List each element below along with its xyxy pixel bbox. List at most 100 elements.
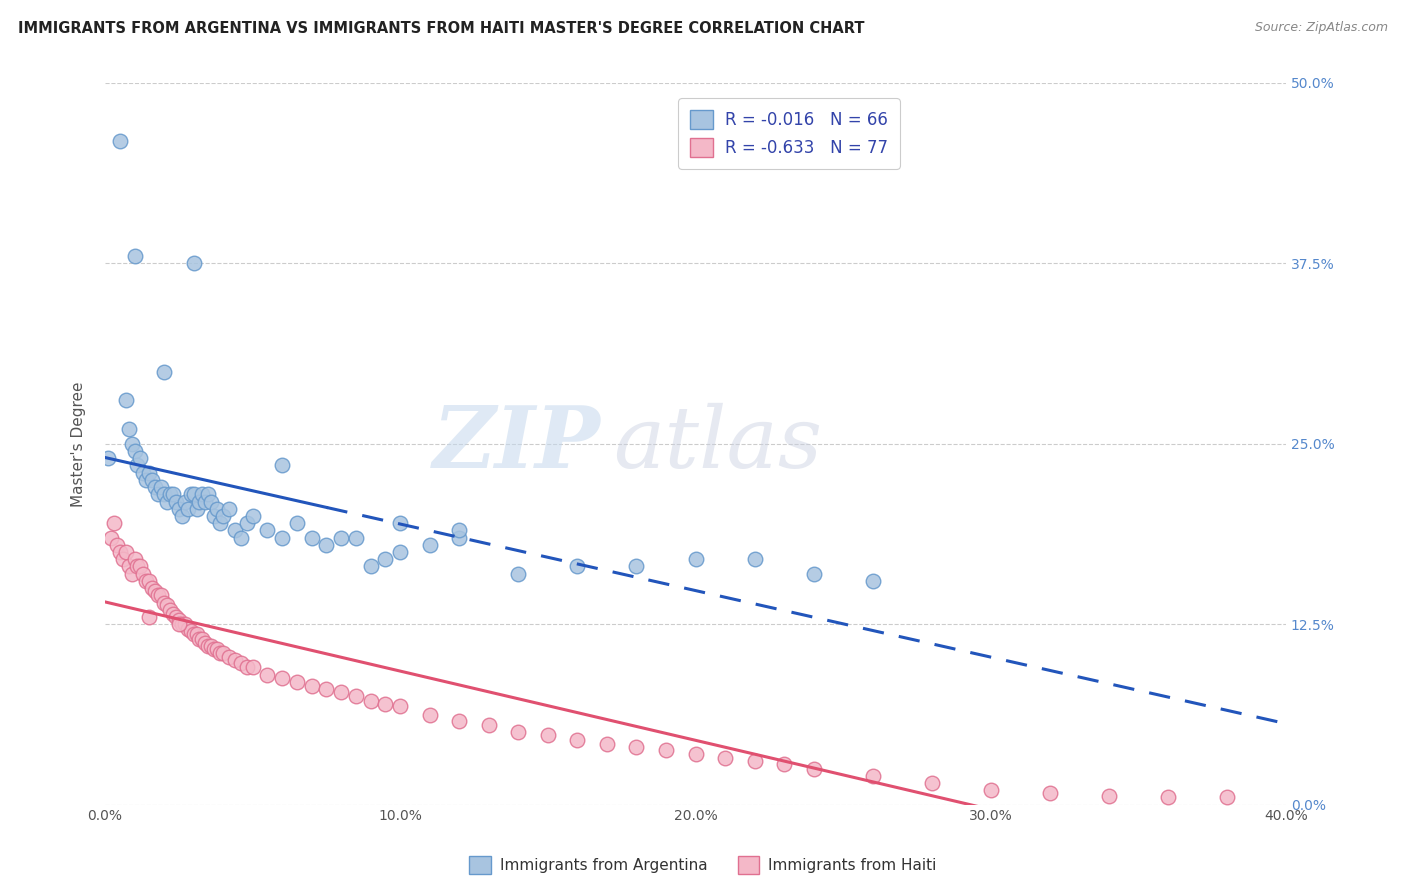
- Point: [271, 671, 294, 685]
- Point: [478, 718, 501, 732]
- Point: [162, 487, 184, 501]
- Point: [117, 559, 139, 574]
- Point: [803, 762, 825, 776]
- Text: Source: ZipAtlas.com: Source: ZipAtlas.com: [1254, 21, 1388, 34]
- Point: [159, 603, 181, 617]
- Point: [389, 699, 412, 714]
- Point: [176, 622, 198, 636]
- Point: [165, 494, 187, 508]
- Point: [1098, 789, 1121, 803]
- Point: [374, 697, 396, 711]
- Point: [242, 508, 264, 523]
- Point: [301, 679, 323, 693]
- Point: [301, 531, 323, 545]
- Point: [212, 508, 235, 523]
- Point: [921, 776, 943, 790]
- Point: [626, 559, 648, 574]
- Point: [138, 466, 160, 480]
- Point: [103, 516, 125, 531]
- Point: [132, 466, 155, 480]
- Point: [389, 545, 412, 559]
- Point: [194, 494, 217, 508]
- Point: [626, 739, 648, 754]
- Point: [773, 757, 796, 772]
- Point: [1157, 790, 1180, 805]
- Point: [285, 516, 308, 531]
- Point: [714, 751, 737, 765]
- Point: [360, 559, 382, 574]
- Point: [165, 610, 187, 624]
- Point: [121, 437, 143, 451]
- Point: [173, 494, 195, 508]
- Point: [200, 639, 222, 653]
- Point: [135, 473, 157, 487]
- Point: [235, 516, 257, 531]
- Point: [449, 531, 471, 545]
- Point: [209, 646, 232, 660]
- Point: [194, 636, 217, 650]
- Point: [170, 508, 193, 523]
- Point: [803, 566, 825, 581]
- Point: [419, 538, 441, 552]
- Point: [374, 552, 396, 566]
- Legend: R = -0.016   N = 66, R = -0.633   N = 77: R = -0.016 N = 66, R = -0.633 N = 77: [679, 98, 900, 169]
- Point: [108, 134, 131, 148]
- Point: [180, 624, 202, 639]
- Point: [537, 728, 560, 742]
- Point: [176, 501, 198, 516]
- Point: [153, 487, 176, 501]
- Legend: Immigrants from Argentina, Immigrants from Haiti: Immigrants from Argentina, Immigrants fr…: [463, 850, 943, 880]
- Point: [449, 714, 471, 728]
- Point: [596, 737, 619, 751]
- Point: [229, 656, 252, 670]
- Point: [202, 508, 225, 523]
- Point: [153, 596, 176, 610]
- Point: [389, 516, 412, 531]
- Point: [655, 743, 678, 757]
- Point: [186, 627, 208, 641]
- Point: [141, 473, 163, 487]
- Point: [191, 487, 214, 501]
- Point: [186, 501, 208, 516]
- Point: [183, 487, 205, 501]
- Point: [1039, 786, 1062, 800]
- Point: [150, 588, 173, 602]
- Point: [360, 694, 382, 708]
- Point: [744, 754, 766, 768]
- Point: [100, 531, 122, 545]
- Point: [224, 524, 246, 538]
- Point: [143, 584, 166, 599]
- Point: [315, 538, 337, 552]
- Point: [205, 641, 228, 656]
- Point: [162, 607, 184, 621]
- Point: [980, 783, 1002, 797]
- Point: [167, 613, 190, 627]
- Text: atlas: atlas: [613, 402, 823, 485]
- Point: [224, 653, 246, 667]
- Point: [218, 650, 240, 665]
- Point: [127, 559, 149, 574]
- Point: [235, 660, 257, 674]
- Point: [124, 552, 146, 566]
- Point: [138, 610, 160, 624]
- Point: [114, 545, 136, 559]
- Point: [127, 458, 149, 473]
- Point: [191, 632, 214, 646]
- Text: IMMIGRANTS FROM ARGENTINA VS IMMIGRANTS FROM HAITI MASTER'S DEGREE CORRELATION C: IMMIGRANTS FROM ARGENTINA VS IMMIGRANTS …: [18, 21, 865, 36]
- Point: [156, 599, 179, 613]
- Point: [330, 685, 353, 699]
- Point: [111, 552, 134, 566]
- Point: [108, 545, 131, 559]
- Point: [167, 617, 190, 632]
- Point: [212, 646, 235, 660]
- Point: [114, 393, 136, 408]
- Point: [132, 566, 155, 581]
- Point: [744, 552, 766, 566]
- Text: ZIP: ZIP: [433, 402, 600, 485]
- Point: [129, 559, 152, 574]
- Point: [200, 494, 222, 508]
- Point: [188, 494, 211, 508]
- Point: [124, 249, 146, 263]
- Point: [167, 501, 190, 516]
- Point: [218, 501, 240, 516]
